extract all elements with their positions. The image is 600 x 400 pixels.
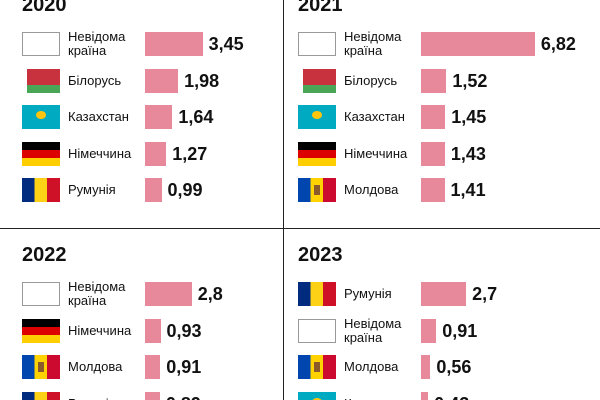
panel-title: 2020 (22, 0, 67, 16)
flag-icon (22, 105, 60, 129)
flag-icon (22, 141, 60, 166)
category-label: Німеччина (68, 322, 132, 338)
flag-sun (312, 111, 322, 119)
flag-icon (22, 178, 60, 202)
value-label: 1,45 (451, 107, 487, 127)
bar (421, 32, 535, 56)
category-label: Казахстан (68, 109, 129, 124)
bar (421, 141, 445, 166)
flag-icon (298, 178, 336, 202)
category-label: Молдова (344, 359, 399, 374)
panel-title: 2022 (22, 244, 67, 266)
value-label: 0,93 (166, 320, 202, 341)
value-label: 2,8 (197, 284, 223, 304)
bar (421, 282, 467, 306)
value-label: 1,43 (450, 143, 486, 164)
flag-icon (298, 282, 336, 306)
category-label: Білорусь (344, 72, 398, 88)
value-label: 1,27 (172, 143, 208, 164)
value-label: 6,82 (540, 34, 576, 54)
bar (421, 68, 447, 93)
flag-icon (22, 32, 60, 56)
bar (421, 178, 445, 202)
value-label: 0,91 (442, 320, 478, 341)
flag-icon (298, 105, 336, 129)
category-label: Білорусь (68, 72, 122, 88)
flag-icon (22, 68, 60, 93)
bar (421, 105, 446, 129)
flag-sun (36, 111, 46, 119)
category-label: Невідома країна (68, 29, 126, 58)
value-label: 1,52 (452, 70, 488, 91)
flag-icon (22, 282, 60, 306)
value-label: 0,43 (434, 392, 469, 400)
divider (0, 228, 600, 229)
flag-emblem (314, 362, 320, 372)
bar (145, 141, 167, 166)
category-label: Румунія (68, 389, 144, 400)
value-label: 2,7 (472, 284, 498, 304)
value-label: 1,64 (178, 107, 214, 127)
bar (145, 318, 161, 343)
flag-icon (22, 391, 60, 400)
category-label: Німеччина (68, 145, 132, 161)
bar (145, 105, 173, 129)
bar (145, 391, 160, 400)
bar (145, 68, 179, 93)
category-label: Казахстан (344, 109, 405, 124)
bar (145, 355, 161, 379)
category-label: Румунія (68, 182, 116, 197)
category-label: Молдова (68, 359, 123, 374)
flag-emblem (314, 185, 320, 195)
panel-title: 2023 (298, 244, 343, 266)
value-label: 0,91 (166, 357, 202, 377)
category-label: Невідома країна (68, 279, 126, 308)
value-label: 1,41 (450, 180, 486, 200)
category-label: Казахстан (344, 389, 420, 400)
category-label: Румунія (344, 286, 392, 301)
flag-icon (22, 318, 60, 343)
flag-emblem (38, 362, 44, 372)
flag-sun (312, 397, 322, 400)
flag-icon (298, 68, 336, 93)
flag-icon (298, 32, 336, 56)
category-label: Молдова (344, 182, 399, 197)
panel-title: 2021 (298, 0, 343, 16)
category-label: Невідома країна (344, 315, 402, 345)
flag-icon (298, 355, 336, 379)
flag-icon (22, 355, 60, 379)
bar (421, 318, 437, 343)
bar (421, 355, 431, 379)
value-label: 1,98 (184, 70, 220, 91)
value-label: 0,89 (166, 392, 201, 400)
divider (283, 0, 284, 400)
bar (421, 391, 429, 400)
value-label: 3,45 (208, 34, 244, 54)
category-label: Невідома країна (344, 29, 402, 58)
flag-icon (298, 318, 336, 343)
category-label: Німеччина (344, 145, 408, 161)
bar (145, 32, 203, 56)
value-label: 0,56 (436, 357, 472, 377)
bar (145, 282, 192, 306)
value-label: 0,99 (167, 180, 203, 200)
flag-icon (298, 391, 336, 400)
bar (145, 178, 162, 202)
flag-icon (298, 141, 336, 166)
